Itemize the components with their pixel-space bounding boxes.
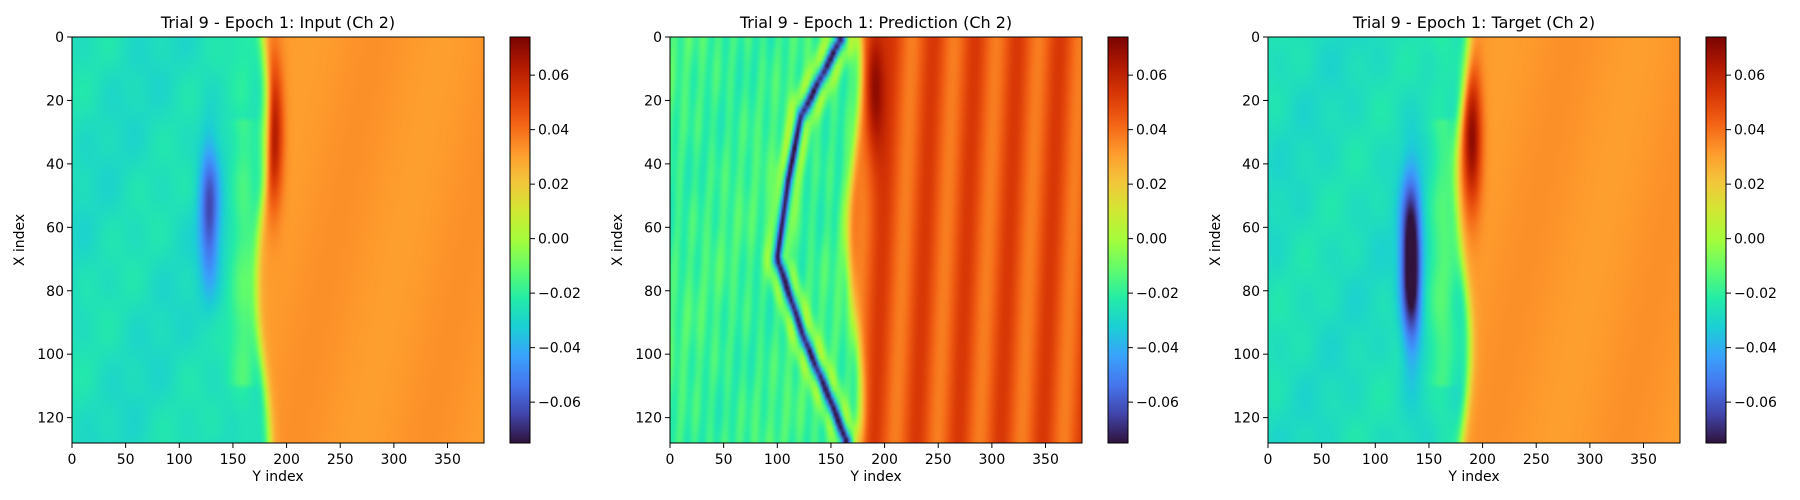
x-tick-label: 50 bbox=[117, 452, 135, 468]
y-tick-label: 100 bbox=[37, 347, 64, 363]
y-tick-label: 40 bbox=[1242, 157, 1260, 173]
colorbar: 0.06 0.04 0.02 0.00 −0.02 −0.04 −0.06 bbox=[1107, 36, 1179, 444]
plot-frame bbox=[71, 36, 485, 444]
y-tick-label: 0 bbox=[1251, 30, 1260, 46]
y-tick-label: 100 bbox=[1233, 347, 1260, 363]
x-tick-label: 200 bbox=[1469, 452, 1496, 468]
colorbar-tick-label: −0.02 bbox=[1734, 286, 1777, 302]
x-tick-label: 150 bbox=[818, 452, 845, 468]
x-tick-label: 250 bbox=[925, 452, 952, 468]
colorbar-tick-label: −0.04 bbox=[1136, 341, 1179, 357]
colorbar-tick-label: 0.02 bbox=[1734, 177, 1765, 193]
colorbar-tick-label: −0.04 bbox=[538, 341, 581, 357]
y-tick-label: 40 bbox=[46, 157, 64, 173]
colorbar-tick-label: 0.06 bbox=[1734, 68, 1765, 84]
colorbar: 0.06 0.04 0.02 0.00 −0.02 −0.04 −0.06 bbox=[1705, 36, 1777, 444]
chart-title: Trial 9 - Epoch 1: Prediction (Ch 2) bbox=[739, 13, 1012, 32]
colorbar-tick-label: 0.00 bbox=[1734, 232, 1765, 248]
y-tick-label: 120 bbox=[1233, 411, 1260, 427]
colorbar-tick-label: −0.06 bbox=[1734, 395, 1777, 411]
y-tick-label: 0 bbox=[653, 30, 662, 46]
y-axis-label: X index bbox=[12, 214, 28, 266]
x-tick-label: 50 bbox=[715, 452, 733, 468]
x-tick-label: 350 bbox=[1630, 452, 1657, 468]
y-tick-label: 20 bbox=[1242, 93, 1260, 109]
chart-title: Trial 9 - Epoch 1: Input (Ch 2) bbox=[160, 13, 395, 32]
y-tick-label: 20 bbox=[644, 93, 662, 109]
x-tick-label: 150 bbox=[1416, 452, 1443, 468]
colorbar-gradient bbox=[509, 36, 531, 444]
x-axis-label: Y index bbox=[849, 469, 901, 485]
x-tick-label: 200 bbox=[871, 452, 898, 468]
plot-frame bbox=[1267, 36, 1681, 444]
colorbar-tick-label: 0.00 bbox=[538, 232, 569, 248]
heatmap-image bbox=[72, 37, 484, 443]
colorbar-gradient bbox=[1107, 36, 1129, 444]
y-tick-label: 40 bbox=[644, 157, 662, 173]
colorbar-tick-label: 0.02 bbox=[538, 177, 569, 193]
colorbar-tick-label: −0.02 bbox=[1136, 286, 1179, 302]
x-tick-label: 250 bbox=[327, 452, 354, 468]
x-tick-label: 350 bbox=[1032, 452, 1059, 468]
x-tick-label: 0 bbox=[1264, 452, 1273, 468]
x-tick-label: 100 bbox=[166, 452, 193, 468]
x-tick-label: 250 bbox=[1523, 452, 1550, 468]
y-tick-label: 60 bbox=[46, 220, 64, 236]
x-axis-label: Y index bbox=[251, 469, 303, 485]
x-tick-label: 0 bbox=[666, 452, 675, 468]
colorbar-gradient bbox=[1705, 36, 1727, 444]
colorbar-tick-label: 0.04 bbox=[1136, 123, 1167, 139]
y-axis-label: X index bbox=[1208, 214, 1224, 266]
x-tick-label: 0 bbox=[68, 452, 77, 468]
y-tick-label: 60 bbox=[1242, 220, 1260, 236]
heatmap-panel-3: Trial 9 - Epoch 1: Target (Ch 2) 0 50 100 15… bbox=[1208, 13, 1777, 485]
x-tick-label: 300 bbox=[1577, 452, 1604, 468]
colorbar-tick-label: 0.04 bbox=[1734, 123, 1765, 139]
x-tick-label: 100 bbox=[1362, 452, 1389, 468]
colorbar-tick-label: −0.06 bbox=[1136, 395, 1179, 411]
colorbar-tick-label: 0.06 bbox=[538, 68, 569, 84]
colorbar-tick-label: 0.00 bbox=[1136, 232, 1167, 248]
heatmap-image bbox=[670, 37, 1082, 443]
x-tick-label: 300 bbox=[381, 452, 408, 468]
colorbar-tick-label: 0.06 bbox=[1136, 68, 1167, 84]
y-tick-label: 100 bbox=[635, 347, 662, 363]
y-tick-label: 60 bbox=[644, 220, 662, 236]
x-tick-label: 150 bbox=[220, 452, 247, 468]
y-tick-label: 20 bbox=[46, 93, 64, 109]
x-axis-label: Y index bbox=[1447, 469, 1499, 485]
colorbar-tick-label: −0.04 bbox=[1734, 341, 1777, 357]
y-tick-label: 80 bbox=[1242, 284, 1260, 300]
plot-frame bbox=[669, 36, 1083, 444]
heatmap-panel-1: Trial 9 - Epoch 1: Input (Ch 2) 0 50 100 150… bbox=[12, 13, 581, 485]
x-tick-label: 350 bbox=[434, 452, 461, 468]
chart-title: Trial 9 - Epoch 1: Target (Ch 2) bbox=[1352, 13, 1595, 32]
colorbar-tick-label: −0.06 bbox=[538, 395, 581, 411]
x-tick-label: 50 bbox=[1313, 452, 1331, 468]
colorbar: 0.06 0.04 0.02 0.00 −0.02 −0.04 −0.06 bbox=[509, 36, 581, 444]
y-tick-label: 120 bbox=[635, 411, 662, 427]
x-tick-label: 300 bbox=[979, 452, 1006, 468]
y-tick-label: 80 bbox=[644, 284, 662, 300]
x-tick-label: 200 bbox=[273, 452, 300, 468]
y-axis-label: X index bbox=[610, 214, 626, 266]
heatmap-image bbox=[1268, 37, 1680, 443]
x-tick-label: 100 bbox=[764, 452, 791, 468]
colorbar-tick-label: 0.04 bbox=[538, 123, 569, 139]
y-tick-label: 80 bbox=[46, 284, 64, 300]
y-tick-label: 120 bbox=[37, 411, 64, 427]
heatmap-panel-2: Trial 9 - Epoch 1: Prediction (Ch 2) 0 50 1… bbox=[610, 13, 1179, 485]
y-tick-label: 0 bbox=[55, 30, 64, 46]
colorbar-tick-label: 0.02 bbox=[1136, 177, 1167, 193]
colorbar-tick-label: −0.02 bbox=[538, 286, 581, 302]
